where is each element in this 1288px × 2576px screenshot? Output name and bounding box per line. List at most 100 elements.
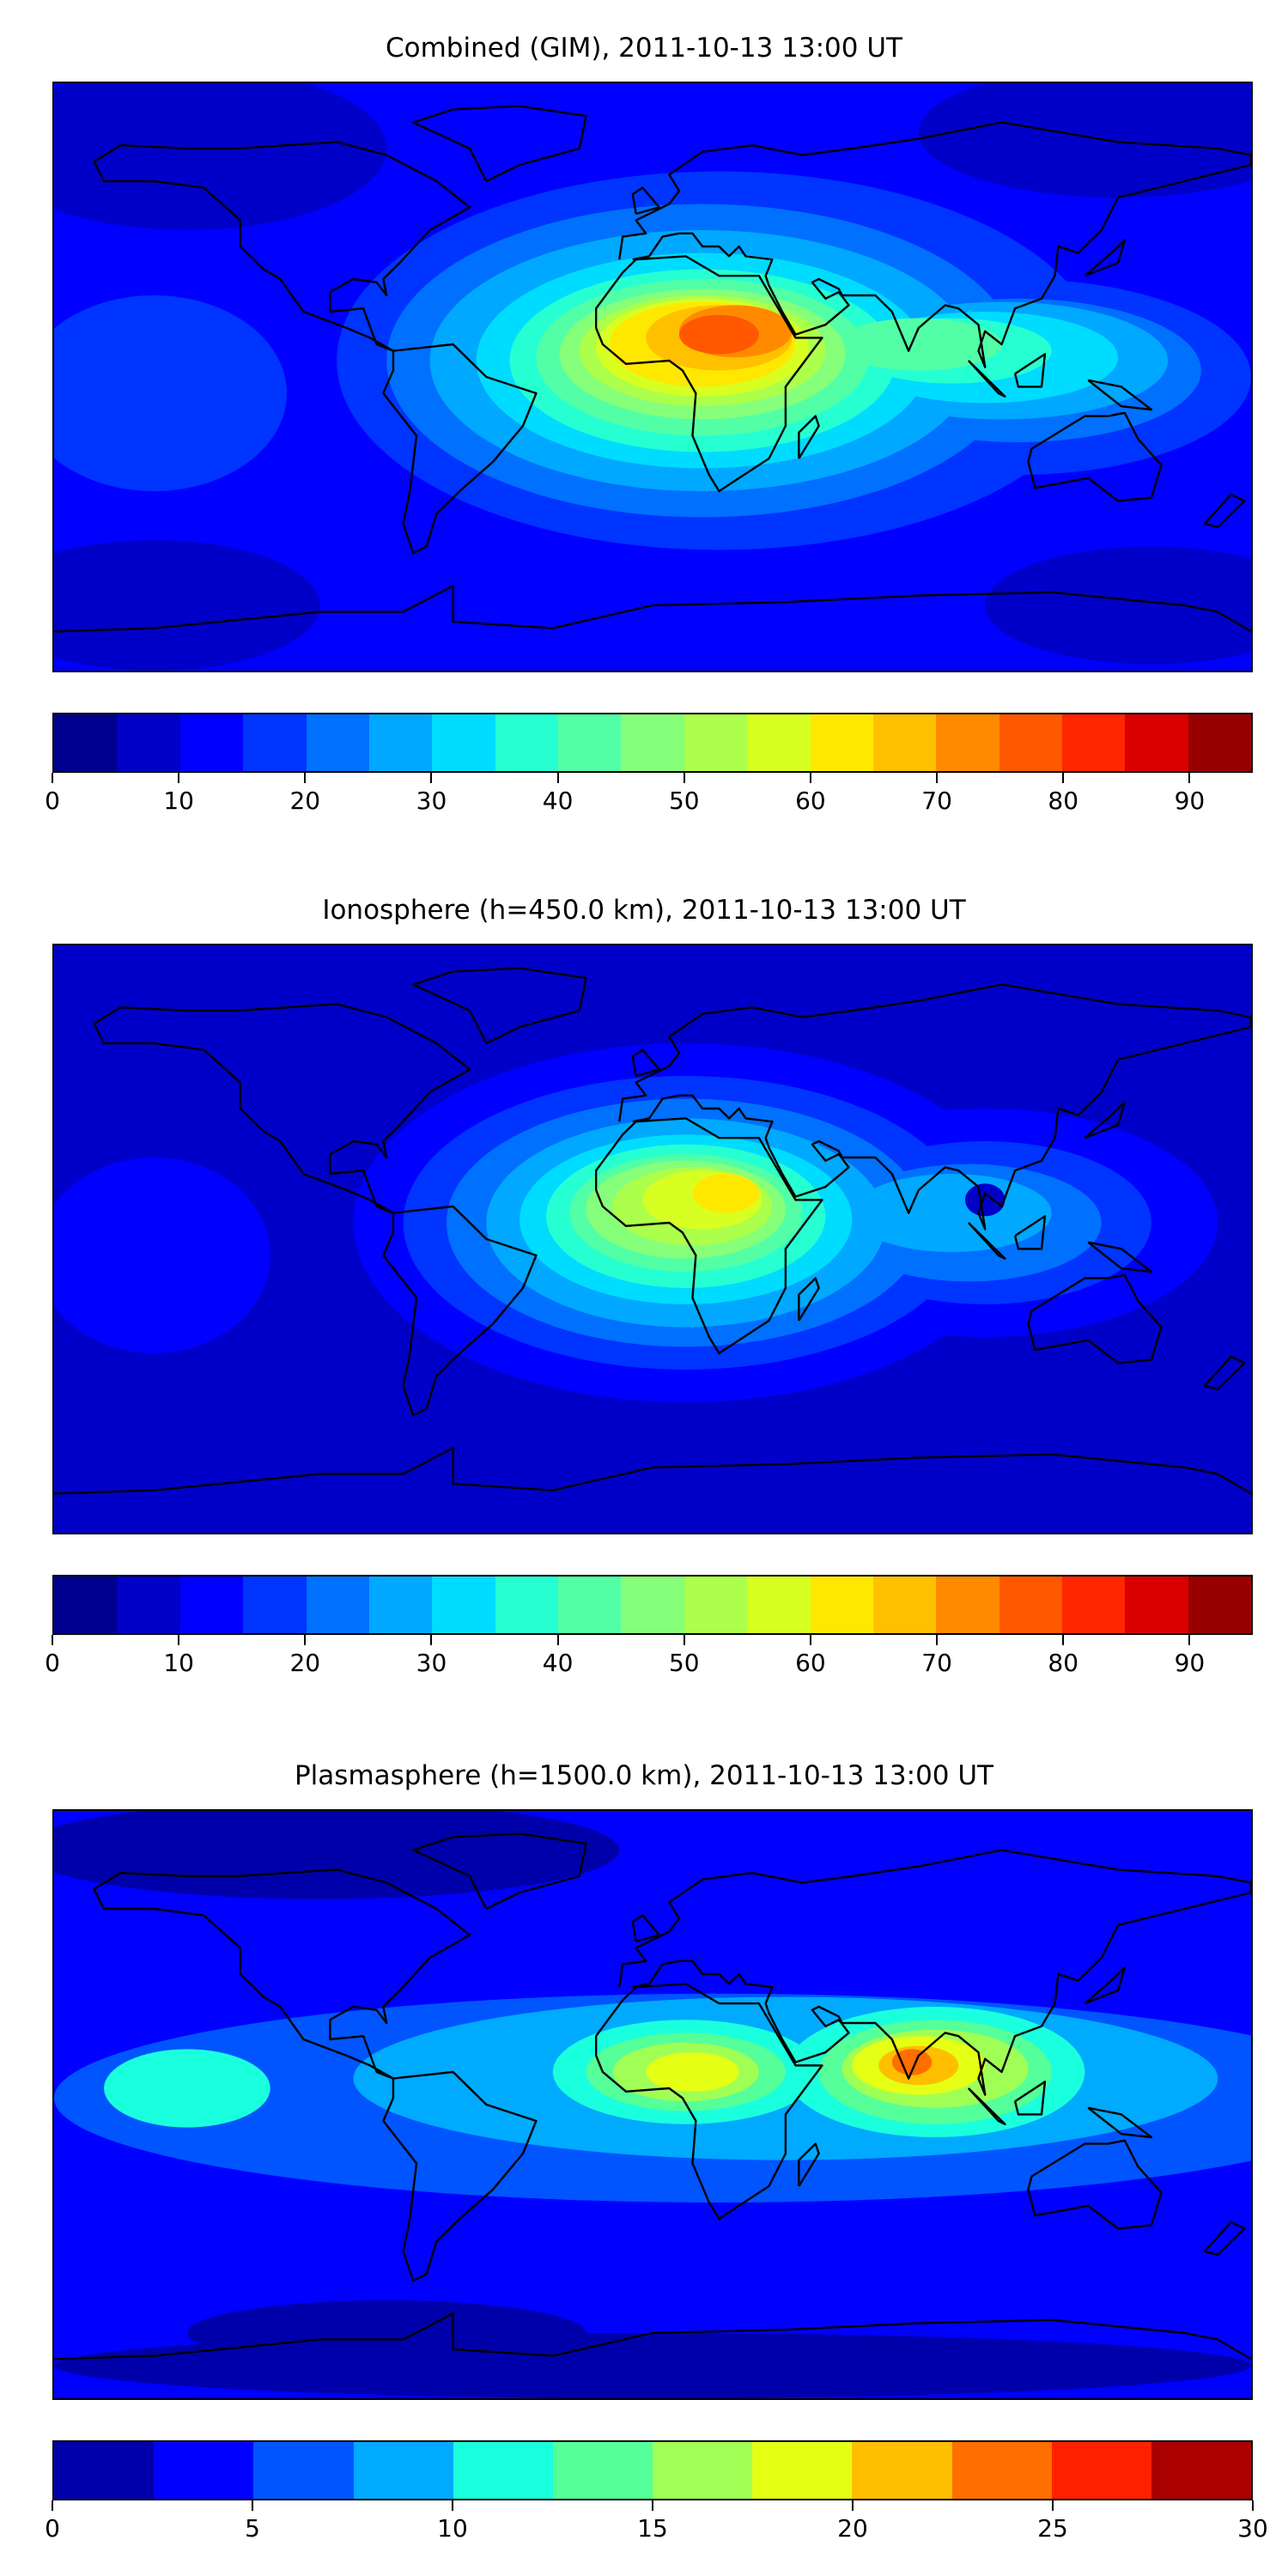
- colorbar-tick: [252, 2500, 253, 2511]
- colorbar-segment: [810, 1577, 873, 1633]
- colorbar-tick: [1252, 2500, 1254, 2511]
- colorbar-segment: [747, 1577, 811, 1633]
- colorbar-tick: [1052, 2500, 1054, 2511]
- coastline: [1084, 240, 1124, 276]
- coastline: [969, 361, 1005, 397]
- colorbar-tick-label: 90: [1174, 1649, 1206, 1677]
- coastline: [1029, 413, 1162, 501]
- colorbar-tick: [52, 1635, 53, 1645]
- colorbar-segment: [653, 2442, 753, 2499]
- coastline: [1088, 380, 1151, 410]
- tec-map: [52, 944, 1253, 1534]
- coastline: [1029, 1275, 1162, 1364]
- coastline: [633, 188, 659, 214]
- coastline: [54, 586, 1251, 631]
- colorbar-tick-label: 15: [637, 2514, 668, 2543]
- colorbar-tick-label: 40: [542, 787, 574, 815]
- colorbar-tick: [52, 773, 53, 783]
- colorbar-tick-label: 20: [289, 1649, 321, 1677]
- colorbar-tick: [683, 1635, 685, 1645]
- colorbar-segment: [558, 1577, 622, 1633]
- coastline: [619, 1850, 1251, 2095]
- colorbar-tick: [652, 2500, 653, 2511]
- colorbar-tick-label: 10: [437, 2514, 468, 2543]
- colorbar-segment: [179, 714, 244, 771]
- coastline: [633, 1916, 659, 1941]
- colorbar-tick: [1062, 1635, 1065, 1645]
- contour-region: [646, 2052, 739, 2092]
- colorbar-segment: [936, 714, 999, 771]
- contour-region: [918, 83, 1251, 197]
- colorbar-segment: [558, 714, 622, 771]
- colorbar-segment: [872, 714, 937, 771]
- colorbar: [52, 2440, 1253, 2500]
- coastline: [596, 1984, 822, 2219]
- colorbar-segment: [747, 714, 811, 771]
- coastline: [1205, 495, 1244, 527]
- coastline: [54, 1448, 1251, 1493]
- colorbar-tick-label: 70: [921, 1649, 952, 1677]
- coastline: [1084, 1967, 1124, 2003]
- colorbar-segment: [368, 714, 433, 771]
- colorbar-tick-label: 50: [668, 1649, 700, 1677]
- colorbar-segment: [683, 714, 748, 771]
- colorbar-tick: [304, 1635, 307, 1645]
- colorbar-segment: [1151, 2442, 1252, 2499]
- contour-region: [54, 83, 387, 230]
- colorbar-tick-label: 30: [416, 787, 447, 815]
- contour-region: [104, 2049, 270, 2128]
- coastline: [1205, 2222, 1244, 2255]
- coastline: [383, 2072, 536, 2281]
- contour-region: [985, 546, 1251, 665]
- coastline: [969, 1223, 1005, 1259]
- contour-region: [186, 2300, 586, 2366]
- colorbar-segment: [154, 2442, 254, 2499]
- colorbar-tick-label: 60: [795, 1649, 826, 1677]
- colorbar-tick: [1062, 773, 1065, 783]
- coastline: [413, 1834, 586, 1909]
- colorbar-tick: [304, 773, 307, 783]
- coastline: [1088, 2108, 1151, 2137]
- colorbar-segment: [54, 2442, 155, 2499]
- coastline: [1015, 354, 1045, 386]
- colorbar-segment: [621, 714, 684, 771]
- colorbar-tick: [1188, 773, 1191, 783]
- colorbar-tick: [1188, 1635, 1191, 1645]
- colorbar-segment: [353, 2442, 453, 2499]
- colorbar-segment: [872, 1577, 937, 1633]
- colorbar-segment: [306, 714, 369, 771]
- colorbar-tick-label: 30: [416, 1649, 447, 1677]
- colorbar-tick-label: 20: [289, 787, 321, 815]
- coastline: [383, 1206, 536, 1415]
- coastline: [94, 1004, 470, 1212]
- colorbar-tick-label: 10: [163, 1649, 194, 1677]
- colorbar-segment: [495, 1577, 558, 1633]
- contour-region: [852, 1174, 1052, 1253]
- colorbar-segment: [243, 1577, 307, 1633]
- colorbar-segment: [1125, 1577, 1188, 1633]
- colorbar-tick: [936, 1635, 939, 1645]
- coastline: [619, 123, 1251, 368]
- colorbar-tick: [556, 1635, 559, 1645]
- coastline: [1029, 2141, 1162, 2229]
- coastline: [596, 1118, 822, 1353]
- coastline: [969, 2088, 1005, 2124]
- contour-region: [54, 540, 320, 671]
- colorbar-tick-label: 0: [45, 787, 60, 815]
- colorbar-tick: [178, 1635, 180, 1645]
- colorbar-tick-label: 30: [1237, 2514, 1268, 2543]
- tec-map: [52, 82, 1253, 672]
- colorbar-segment: [621, 1577, 684, 1633]
- colorbar-tick-label: 80: [1048, 787, 1079, 815]
- colorbar-tick-label: 0: [45, 2514, 60, 2543]
- coastline: [619, 985, 1251, 1230]
- colorbar-tick-label: 10: [163, 787, 194, 815]
- coastline: [413, 969, 586, 1043]
- coastline: [94, 142, 470, 350]
- colorbar-segment: [1125, 714, 1188, 771]
- panel-title: Ionosphere (h=450.0 km), 2011-10-13 13:0…: [322, 895, 966, 926]
- colorbar-segment: [432, 1577, 495, 1633]
- coastline: [1015, 1216, 1045, 1249]
- colorbar-tick-label: 60: [795, 787, 826, 815]
- colorbar-tick-label: 50: [668, 787, 700, 815]
